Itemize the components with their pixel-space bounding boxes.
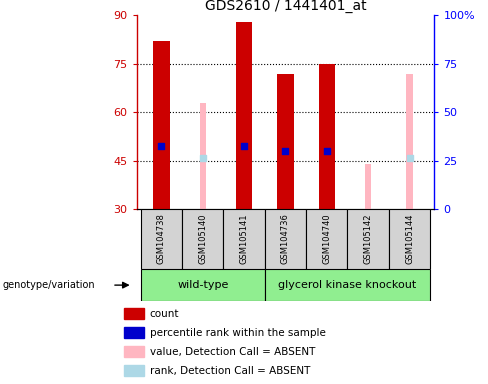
Bar xyxy=(319,64,335,209)
Point xyxy=(323,148,331,154)
Bar xyxy=(182,209,224,269)
Point xyxy=(158,143,165,149)
Bar xyxy=(141,269,265,301)
Text: genotype/variation: genotype/variation xyxy=(3,280,95,290)
Bar xyxy=(347,209,389,269)
Text: GSM104738: GSM104738 xyxy=(157,214,166,265)
Text: wild-type: wild-type xyxy=(177,280,228,290)
Text: count: count xyxy=(150,309,179,319)
Text: rank, Detection Call = ABSENT: rank, Detection Call = ABSENT xyxy=(150,366,310,376)
Text: GSM105140: GSM105140 xyxy=(198,214,207,264)
Text: GSM105141: GSM105141 xyxy=(240,214,248,264)
Point xyxy=(240,143,248,149)
Bar xyxy=(224,209,265,269)
Bar xyxy=(407,74,413,209)
Bar xyxy=(265,269,430,301)
Bar xyxy=(306,209,347,269)
Bar xyxy=(123,366,144,376)
Point xyxy=(282,148,289,154)
Text: percentile rank within the sample: percentile rank within the sample xyxy=(150,328,325,338)
Text: glycerol kinase knockout: glycerol kinase knockout xyxy=(278,280,417,290)
Bar xyxy=(277,74,294,209)
Text: GSM105142: GSM105142 xyxy=(364,214,373,264)
Title: GDS2610 / 1441401_at: GDS2610 / 1441401_at xyxy=(204,0,366,13)
Bar xyxy=(389,209,430,269)
Bar xyxy=(236,22,252,209)
Text: GSM105144: GSM105144 xyxy=(405,214,414,264)
Bar xyxy=(141,209,182,269)
Point xyxy=(406,154,413,161)
Text: GSM104736: GSM104736 xyxy=(281,214,290,265)
Point xyxy=(199,154,207,161)
Bar xyxy=(153,41,170,209)
Bar xyxy=(123,308,144,319)
Bar xyxy=(123,328,144,338)
Text: value, Detection Call = ABSENT: value, Detection Call = ABSENT xyxy=(150,347,315,357)
Bar xyxy=(200,103,206,209)
Text: GSM104740: GSM104740 xyxy=(323,214,331,264)
Bar xyxy=(123,346,144,357)
Bar xyxy=(365,164,371,209)
Bar xyxy=(265,209,306,269)
